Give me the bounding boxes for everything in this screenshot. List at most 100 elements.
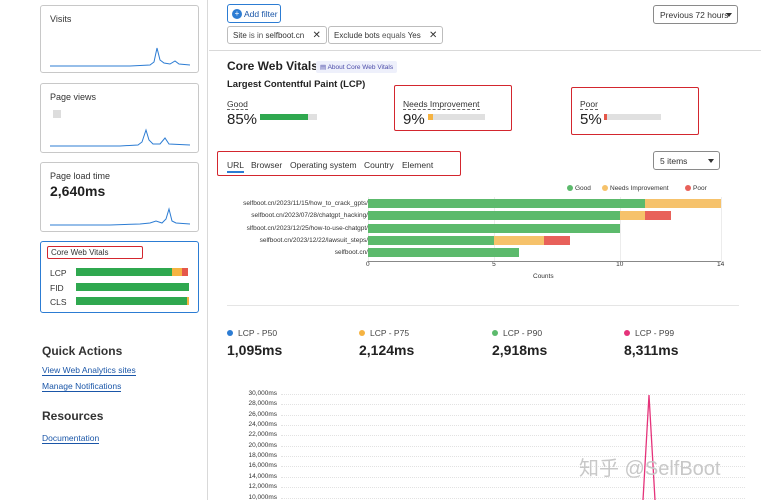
x-tick-label: 14 [717, 261, 725, 268]
legend-needs: Needs Improvement [602, 185, 669, 192]
legend-poor-label: Poor [693, 185, 707, 192]
filter-chip-site[interactable]: Site is in selfboot.cn ✕ [227, 26, 327, 44]
y-tick-label: 20,000ms [248, 441, 277, 449]
metric-good-label: Good [227, 99, 248, 110]
metric-good-bar [260, 114, 317, 120]
pct-p99-name: LCP - P99 [635, 328, 675, 338]
y-gridline [281, 497, 745, 499]
visits-sparkline [50, 47, 190, 67]
main-panel: + Add filter Site is in selfboot.cn ✕ Ex… [209, 0, 761, 500]
page-load-sparkline [50, 207, 190, 226]
page-load-value: 2,640ms [50, 183, 106, 199]
page-load-card[interactable]: Page load time 2,640ms [40, 162, 199, 232]
y-gridline [281, 394, 745, 395]
book-icon: ▤ [320, 64, 328, 71]
divider [227, 305, 739, 306]
needs-improvement-highlight [394, 85, 512, 131]
close-icon[interactable]: ✕ [312, 30, 321, 41]
manage-notifications-link[interactable]: Manage Notifications [42, 381, 122, 392]
stacked-bar[interactable] [368, 211, 671, 221]
metric-needs-fill [428, 114, 434, 120]
stacked-bar[interactable] [368, 248, 520, 258]
pct-p90-value: 2,918ms [492, 342, 548, 358]
tab-country[interactable]: Country [364, 160, 394, 170]
chevron-down-icon [708, 159, 714, 163]
resources-title: Resources [42, 409, 104, 423]
period-select[interactable]: Previous 72 hours [653, 5, 738, 24]
y-gridline [281, 466, 745, 468]
legend-good: Good [567, 185, 591, 192]
metric-good-fill [260, 114, 309, 120]
y-tick-label: 10,000ms [248, 493, 277, 500]
stacked-bar[interactable] [368, 235, 570, 245]
metric-poor-fill [604, 114, 607, 120]
dot-p99 [624, 330, 630, 336]
cwv-bar-lcp-poor [182, 268, 188, 276]
pct-p99-value: 8,311ms [624, 342, 679, 358]
metric-needs-label: Needs Improvement [403, 99, 480, 110]
bar-segment-poor[interactable] [645, 211, 671, 221]
bar-segment-good[interactable] [368, 235, 495, 245]
metric-needs-value: 9% [403, 111, 425, 128]
core-web-vitals-card[interactable]: Core Web Vitals LCP FID CLS [40, 241, 199, 313]
tab-element[interactable]: Element [402, 160, 434, 170]
items-select-value: 5 items [660, 156, 688, 166]
visits-card[interactable]: Visits [40, 5, 199, 73]
legend-needs-label: Needs Improvement [610, 185, 669, 192]
plus-icon: + [232, 9, 242, 19]
y-gridline [281, 456, 745, 458]
page-views-card[interactable]: Page views [40, 83, 199, 153]
bar-segment-good[interactable] [368, 199, 646, 208]
documentation-link[interactable]: Documentation [42, 433, 100, 444]
tab-operating-system[interactable]: Operating system [290, 160, 357, 170]
bar-segment-poor[interactable] [544, 235, 570, 245]
tabs-highlight [217, 151, 461, 176]
legend-poor: Poor [685, 185, 707, 192]
close-icon[interactable]: ✕ [429, 30, 438, 41]
x-tick-label: 5 [492, 261, 496, 268]
y-tick-label: 30,000ms [248, 390, 277, 397]
bar-segment-good[interactable] [368, 248, 520, 258]
view-web-analytics-link[interactable]: View Web Analytics sites [42, 365, 136, 376]
cwv-row-label-fid: FID [50, 283, 64, 293]
x-tick-label: 10 [616, 261, 624, 268]
about-cwv-label: About Core Web Vitals [327, 64, 394, 71]
about-cwv-link[interactable]: ▤ About Core Web Vitals [316, 61, 398, 73]
bar-segment-needs-improvement[interactable] [620, 211, 646, 221]
cwv-bar-lcp-needs [172, 268, 183, 276]
add-filter-label: Add filter [244, 9, 278, 19]
bar-category-label: selfboot.cn/2023/07/28/chatgpt_hacking/ [251, 212, 368, 220]
bar-segment-good[interactable] [368, 211, 621, 221]
pct-p90-name: LCP - P90 [503, 328, 543, 338]
cwv-bar-cls-needs [186, 297, 189, 305]
pct-p75-value: 2,124ms [359, 342, 415, 358]
cwv-bar-cls [76, 297, 189, 305]
filter-site-key: Site [233, 31, 247, 40]
x-tick-label: 0 [366, 261, 370, 268]
page-load-title: Page load time [50, 171, 111, 181]
bar-segment-needs-improvement[interactable] [645, 199, 721, 208]
tab-url[interactable]: URL [227, 160, 245, 173]
stacked-bar[interactable] [368, 199, 721, 208]
tab-browser[interactable]: Browser [251, 160, 283, 170]
stacked-bar[interactable] [368, 223, 621, 233]
filter-bots-value: Yes [407, 31, 421, 40]
y-tick-label: 18,000ms [248, 452, 277, 460]
y-gridline [281, 476, 745, 478]
quick-actions-title: Quick Actions [42, 344, 123, 358]
bar-segment-good[interactable] [368, 223, 621, 233]
legend-dot-poor [685, 185, 691, 191]
x-axis-line [368, 260, 721, 262]
bar-category-label: selfboot.cn/2023/12/22/lawsuit_steps/ [259, 236, 368, 244]
cwv-card-title: Core Web Vitals [51, 248, 109, 257]
cwv-bar-fid [76, 283, 189, 291]
filter-chip-bots[interactable]: Exclude bots equals Yes ✕ [328, 26, 444, 44]
y-tick-label: 14,000ms [248, 472, 277, 480]
y-gridline [281, 425, 745, 427]
bar-segment-needs-improvement[interactable] [494, 235, 545, 245]
bar-category-label: selfboot.cn/2023/11/15/how_to_crack_gpts… [243, 200, 368, 207]
items-select[interactable]: 5 items [653, 151, 720, 170]
page-views-placeholder [53, 110, 61, 118]
add-filter-button[interactable]: + Add filter [227, 4, 281, 23]
y-gridline [281, 414, 745, 416]
